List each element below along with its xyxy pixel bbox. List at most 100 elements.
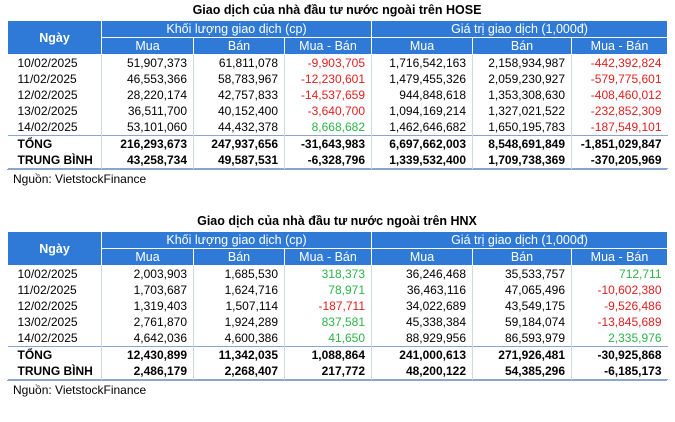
- table-row: 13/02/2025 36,511,700 40,152,400 -3,640,700…: [7, 103, 668, 119]
- average-row-label: TRUNG BÌNH: [7, 363, 102, 380]
- table-row: 13/02/2025 2,761,870 1,924,289 837,581 45,33…: [7, 314, 668, 330]
- hnx-sub-buy-vol: Mua: [101, 248, 194, 266]
- row-cell: -12,230,601: [284, 71, 372, 87]
- row-cell: 2,059,230,927: [472, 71, 572, 87]
- total-row-cell: 216,293,673: [101, 135, 194, 152]
- row-cell: 1,703,687: [101, 282, 194, 298]
- hose-section: Giao dịch của nhà đầu tư nước ngoài trên…: [7, 0, 669, 188]
- hose-sub-sell-vol: Bán: [193, 37, 285, 55]
- row-cell: 1,353,308,630: [472, 87, 572, 103]
- hnx-subheader-row: Mua Bán Mua - Bán Mua Bán Mua - Bán: [8, 248, 669, 266]
- hnx-title: Giao dịch của nhà đầu tư nước ngoài trên…: [197, 214, 477, 228]
- row-cell: 1,479,455,326: [371, 71, 473, 87]
- table-row: 10/02/2025 51,907,373 61,811,078 -9,903,705…: [7, 54, 668, 71]
- hnx-body: 10/02/2025 2,003,903 1,685,530 318,373 36,24…: [7, 265, 668, 380]
- hnx-table: Ngày Khối lượng giao dịch (cp) Giá trị g…: [7, 231, 669, 380]
- table-row: 14/02/2025 53,101,060 44,432,378 8,668,682 1…: [7, 119, 668, 136]
- total-row-cell: 241,000,613: [371, 346, 473, 363]
- row-cell: 43,549,175: [472, 298, 572, 314]
- hnx-source: Nguồn: VietstockFinance: [7, 380, 667, 399]
- table-row: 12/02/2025 28,220,174 42,757,833 -14,537,65…: [7, 87, 668, 103]
- average-row-cell: 49,587,531: [193, 152, 285, 169]
- row-cell: 8,668,682: [284, 119, 372, 136]
- total-row-cell: -1,851,029,847: [570, 135, 668, 152]
- total-row-cell: -30,925,868: [570, 346, 668, 363]
- row-cell: -232,852,309: [570, 103, 668, 119]
- total-row-label: TỔNG: [7, 346, 102, 363]
- average-row-cell: 48,200,122: [371, 363, 473, 380]
- average-row-cell: 1,339,532,400: [371, 152, 473, 169]
- total-row: TỔNG 12,430,899 11,342,035 1,088,864 241,000…: [7, 346, 668, 363]
- row-cell: 712,711: [570, 265, 668, 282]
- row-cell: 61,811,078: [193, 54, 285, 71]
- row-cell: -408,460,012: [570, 87, 668, 103]
- row-cell: 88,929,956: [371, 330, 473, 347]
- average-row-cell: -6,328,796: [284, 152, 372, 169]
- row-date: 10/02/2025: [7, 54, 102, 71]
- hnx-header-date: Ngày: [7, 231, 102, 266]
- hnx-sub-net-vol: Mua - Bán: [284, 248, 372, 266]
- row-cell: 41,650: [284, 330, 372, 347]
- table-row: 11/02/2025 46,553,366 58,783,967 -12,230,60…: [7, 71, 668, 87]
- hose-header-date: Ngày: [7, 20, 102, 55]
- average-row: TRUNG BÌNH 2,486,179 2,268,407 217,772 48,20…: [7, 363, 668, 380]
- hnx-sub-buy-val: Mua: [371, 248, 473, 266]
- row-date: 12/02/2025: [7, 298, 102, 314]
- row-cell: 40,152,400: [193, 103, 285, 119]
- average-row-cell: 43,258,734: [101, 152, 194, 169]
- hose-title: Giao dịch của nhà đầu tư nước ngoài trên…: [192, 3, 482, 17]
- row-cell: 53,101,060: [101, 119, 194, 136]
- table-row: 11/02/2025 1,703,687 1,624,716 78,971 36,463…: [7, 282, 668, 298]
- hnx-header-value: Giá trị giao dịch (1,000đ): [370, 231, 669, 249]
- total-row-cell: -31,643,983: [284, 135, 372, 152]
- row-cell: -9,526,486: [570, 298, 668, 314]
- hnx-section: Giao dịch của nhà đầu tư nước ngoài trên…: [7, 211, 669, 399]
- row-cell: 78,971: [284, 282, 372, 298]
- average-row-cell: 2,486,179: [101, 363, 194, 380]
- row-cell: 1,319,403: [101, 298, 194, 314]
- row-date: 14/02/2025: [7, 330, 102, 347]
- row-cell: -13,845,689: [570, 314, 668, 330]
- row-cell: 1,462,646,682: [371, 119, 473, 136]
- hose-sub-net-vol: Mua - Bán: [284, 37, 372, 55]
- average-row-label: TRUNG BÌNH: [7, 152, 102, 169]
- total-row: TỔNG 216,293,673 247,937,656 -31,643,983 6,6…: [7, 135, 668, 152]
- hose-sub-sell-val: Bán: [472, 37, 572, 55]
- total-row-cell: 271,926,481: [472, 346, 572, 363]
- hose-table: Ngày Khối lượng giao dịch (cp) Giá trị g…: [7, 20, 669, 169]
- total-row-label: TỔNG: [7, 135, 102, 152]
- row-cell: 1,624,716: [193, 282, 285, 298]
- row-date: 14/02/2025: [7, 119, 102, 136]
- hose-subheader-row: Mua Bán Mua - Bán Mua Bán Mua - Bán: [8, 37, 669, 55]
- total-row-cell: 6,697,662,003: [371, 135, 473, 152]
- hose-header-value: Giá trị giao dịch (1,000đ): [370, 20, 669, 38]
- average-row-cell: 54,385,296: [472, 363, 572, 380]
- hose-header-volume: Khối lượng giao dịch (cp): [101, 20, 372, 38]
- average-row: TRUNG BÌNH 43,258,734 49,587,531 -6,328,796…: [7, 152, 668, 169]
- table-row: 12/02/2025 1,319,403 1,507,114 -187,711 34,0…: [7, 298, 668, 314]
- row-cell: 4,600,386: [193, 330, 285, 347]
- table-row: 14/02/2025 4,642,036 4,600,386 41,650 88,929…: [7, 330, 668, 347]
- average-row-cell: 1,709,738,369: [472, 152, 572, 169]
- row-cell: 45,338,384: [371, 314, 473, 330]
- row-cell: 36,463,116: [371, 282, 473, 298]
- row-cell: 28,220,174: [101, 87, 194, 103]
- row-cell: 86,593,979: [472, 330, 572, 347]
- table-row: 10/02/2025 2,003,903 1,685,530 318,373 36,24…: [7, 265, 668, 282]
- row-date: 13/02/2025: [7, 314, 102, 330]
- hose-source: Nguồn: VietstockFinance: [7, 169, 667, 188]
- row-cell: -187,711: [284, 298, 372, 314]
- average-row-cell: -6,185,173: [570, 363, 668, 380]
- total-row-cell: 247,937,656: [193, 135, 285, 152]
- row-date: 11/02/2025: [7, 71, 102, 87]
- row-cell: 1,650,195,783: [472, 119, 572, 136]
- row-date: 10/02/2025: [7, 265, 102, 282]
- row-cell: 318,373: [284, 265, 372, 282]
- row-cell: 42,757,833: [193, 87, 285, 103]
- row-cell: 36,246,468: [371, 265, 473, 282]
- row-cell: 59,184,074: [472, 314, 572, 330]
- row-cell: -9,903,705: [284, 54, 372, 71]
- row-cell: 46,553,366: [101, 71, 194, 87]
- average-row-cell: 217,772: [284, 363, 372, 380]
